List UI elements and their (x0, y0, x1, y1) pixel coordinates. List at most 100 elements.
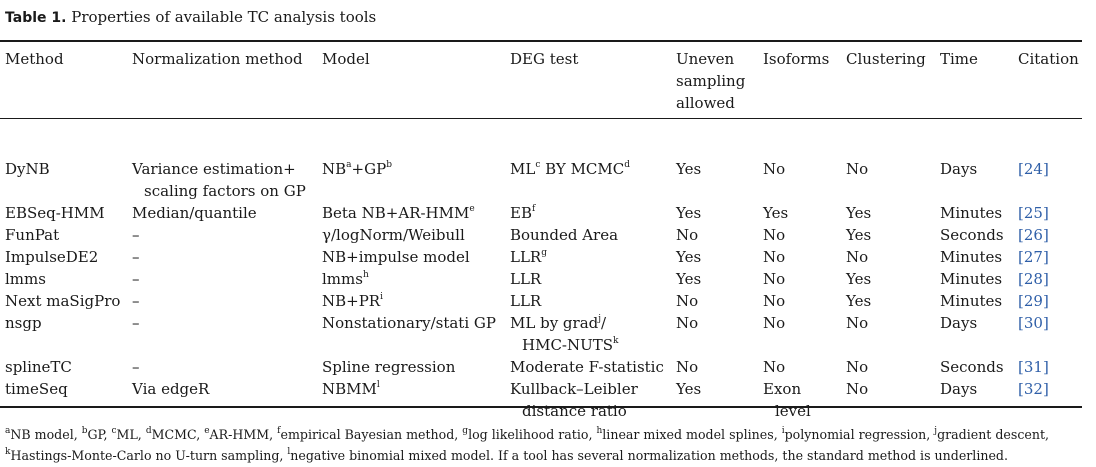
text-segment: LLR (510, 270, 542, 288)
superscript-marker: j (934, 425, 938, 436)
clustering-cell: No (846, 160, 869, 178)
text-segment: distance ratio (522, 402, 627, 420)
header-model: Model (322, 50, 370, 68)
text-segment: BY MCMC (540, 160, 625, 178)
citation-link[interactable]: [31] (1018, 358, 1049, 376)
clustering-cell: Yes (846, 204, 872, 222)
normalization-text: – (132, 358, 140, 376)
isoforms-cell: No (758, 246, 841, 268)
superscript-marker: d (624, 160, 631, 170)
superscript-marker: i (380, 292, 383, 302)
normalization-cell: – (127, 312, 317, 356)
clustering-cell: No (846, 358, 869, 376)
method-cell: Next maSigPro (5, 292, 121, 310)
uneven-sampling-cell: Yes (676, 270, 702, 288)
superscript-marker: j (598, 314, 602, 324)
citation-link[interactable]: [28] (1018, 270, 1049, 288)
superscript-marker: g (462, 425, 469, 436)
header-method: Method (5, 50, 64, 68)
superscript-marker: c (111, 425, 117, 436)
table-row: nsgp – Nonstationary/stati GP ML by gradj/H… (0, 312, 1082, 356)
deg-test-line: HMC-NUTSk (510, 334, 671, 356)
citation-cell: [27] (1013, 246, 1082, 268)
isoforms-text: Exon (763, 380, 802, 398)
text-segment: / (601, 314, 607, 332)
deg-test-line: Kullback–Leibler (510, 380, 638, 398)
superscript-marker: k (5, 446, 11, 457)
text-segment: Moderate F-statistic (510, 358, 664, 376)
citation-link[interactable]: [24] (1018, 160, 1049, 178)
table-row: EBSeq-HMM Median/quantile Beta NB+AR-HMMe E… (0, 202, 1082, 224)
header-normalization-method: Normalization method (132, 50, 303, 68)
table-footnotes: aNB model, bGP, cML, dMCMC, eAR-HMM, fem… (5, 424, 1085, 466)
normalization-text: scaling factors on GP (144, 182, 306, 200)
isoforms-text: No (763, 358, 786, 376)
superscript-marker: b (386, 160, 392, 170)
text-segment: AR-HMM, (209, 427, 278, 442)
superscript-marker: f (531, 204, 536, 214)
deg-test-cell: LLR (505, 268, 671, 290)
model-cell: lmmsh (317, 268, 505, 290)
isoforms-text: level (775, 402, 811, 420)
deg-test-line: distance ratio (510, 400, 671, 422)
text-segment: LLR (510, 292, 542, 310)
header-row: Method Normalization method Model DEG te… (0, 48, 1082, 124)
text-segment: polynomial regression, (784, 427, 935, 442)
isoforms-cell: No (758, 124, 841, 202)
model-cell: Nonstationary/stati GP (317, 312, 505, 356)
normalization-text: – (132, 270, 140, 288)
superscript-marker: k (613, 336, 619, 346)
deg-test-line: Bounded Area (510, 226, 618, 244)
time-cell: Minutes (940, 248, 1003, 266)
text-segment: NB+impulse model (322, 248, 470, 266)
uneven-sampling-cell: No (676, 226, 699, 244)
time-cell: Minutes (940, 292, 1003, 310)
table-row: FunPat – γ/logNorm/Weibull Bounded Area No No… (0, 224, 1082, 246)
isoforms-cell: No (758, 290, 841, 312)
time-cell: Seconds (940, 226, 1004, 244)
text-segment: Hastings-Monte-Carlo no U-turn sampling, (10, 448, 288, 463)
text-segment: EB (510, 204, 532, 222)
deg-test-line: LLR (510, 292, 541, 310)
text-segment: NBMM (322, 380, 377, 398)
citation-link[interactable]: [27] (1018, 248, 1049, 266)
deg-test-line: EBf (510, 204, 535, 222)
normalization-text: – (132, 248, 140, 266)
deg-test-line: ML by gradj/ (510, 314, 606, 332)
citation-link[interactable]: [32] (1018, 380, 1049, 398)
header-uneven-sampling: Uneven sampling allowed (676, 50, 746, 112)
table-caption: Table 1. Properties of available TC anal… (5, 8, 376, 26)
method-cell: ImpulseDE2 (5, 248, 99, 266)
text-segment: log likelihood ratio, (468, 427, 597, 442)
deg-test-cell: EBf (505, 202, 671, 224)
top-rule (0, 40, 1082, 42)
superscript-marker: c (535, 160, 541, 170)
uneven-sampling-cell: No (676, 358, 699, 376)
isoforms-text: No (763, 314, 786, 332)
superscript-marker: l (376, 380, 380, 390)
uneven-sampling-cell: No (676, 314, 699, 332)
citation-cell: [29] (1013, 290, 1082, 312)
model-cell: NBMMl (317, 378, 505, 422)
citation-link[interactable]: [30] (1018, 314, 1049, 332)
clustering-cell: No (846, 380, 869, 398)
method-cell: nsgp (5, 314, 42, 332)
normalization-text: – (132, 314, 140, 332)
deg-test-cell: Kullback–Leibler distance ratio (505, 378, 671, 422)
citation-cell: [26] (1013, 224, 1082, 246)
deg-test-cell: Bounded Area (505, 224, 671, 246)
superscript-marker: l (287, 446, 291, 457)
table-caption-label: Table 1. (5, 10, 67, 26)
text-segment: ML (510, 160, 536, 178)
citation-link[interactable]: [26] (1018, 226, 1049, 244)
citation-link[interactable]: [29] (1018, 292, 1049, 310)
isoforms-text: No (763, 226, 786, 244)
deg-test-cell: LLRg (505, 246, 671, 268)
citation-link[interactable]: [25] (1018, 204, 1049, 222)
text-segment: Nonstationary/stati GP (322, 314, 496, 332)
superscript-marker: e (204, 425, 210, 436)
normalization-cell: Median/quantile (127, 202, 317, 224)
method-cell: lmms (5, 270, 46, 288)
text-segment: gradient descent, (937, 427, 1050, 442)
superscript-marker: h (362, 270, 369, 280)
